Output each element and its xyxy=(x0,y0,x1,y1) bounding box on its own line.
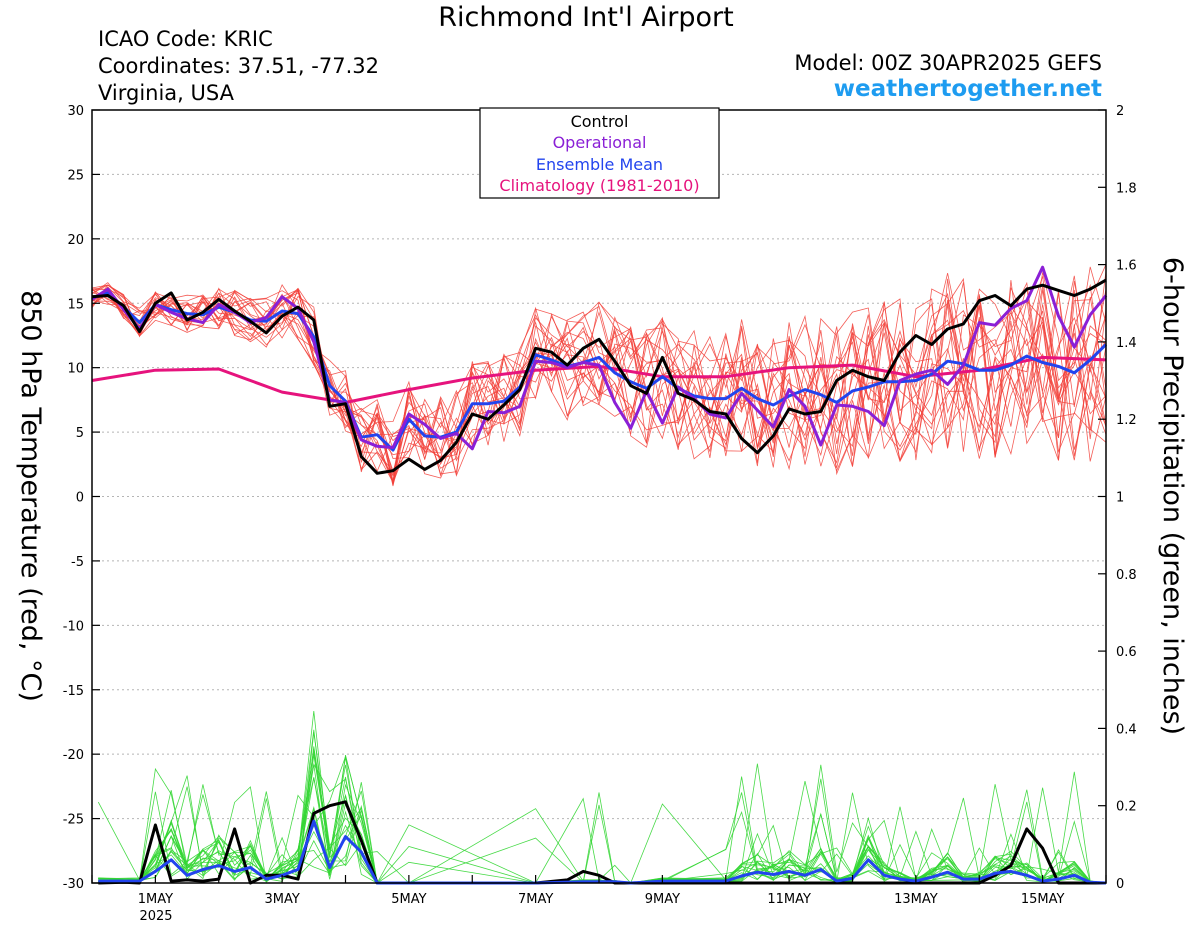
right-tick-label: 1.8 xyxy=(1116,181,1137,196)
legend-entry-climatology: Climatology (1981-2010) xyxy=(499,176,699,195)
x-tick-label: 9MAY xyxy=(645,892,680,907)
member-precip-line xyxy=(98,732,1107,884)
left-axis-ticks: 30 25 20 15 10 5 0 -5 -10 -15 -20 -25 -30 xyxy=(63,104,100,892)
right-tick-label: 0.6 xyxy=(1116,645,1137,660)
x-axis-ticks: 1MAY 3MAY 5MAY 7MAY 9MAY 11MAY 13MAY 15MAY xyxy=(91,875,1107,907)
left-tick-label: 0 xyxy=(76,491,84,506)
left-tick-label: -5 xyxy=(71,555,84,570)
legend-box xyxy=(479,107,720,199)
x-axis-year: 2025 xyxy=(139,909,172,924)
website-link[interactable]: weathertogether.net xyxy=(833,76,1102,102)
x-tick-label: 1MAY xyxy=(138,892,173,907)
x-tick-label: 5MAY xyxy=(391,892,426,907)
left-tick-label: 25 xyxy=(67,168,84,183)
left-tick-label: -25 xyxy=(63,813,84,828)
member-temperature-line xyxy=(91,285,1107,473)
left-tick-label: -15 xyxy=(63,684,84,699)
x-tick-label: 11MAY xyxy=(767,892,811,907)
member-precip-line xyxy=(98,729,1107,884)
left-tick-label: 30 xyxy=(67,104,84,119)
member-precip-line xyxy=(98,764,1107,885)
left-tick-label: -10 xyxy=(63,619,84,634)
right-tick-label: 0 xyxy=(1116,877,1124,892)
left-tick-label: 5 xyxy=(76,426,84,441)
right-tick-label: 1.2 xyxy=(1116,413,1137,428)
right-tick-label: 0.8 xyxy=(1116,568,1137,583)
grid xyxy=(92,173,1106,820)
icao-code: ICAO Code: KRIC xyxy=(98,27,273,51)
right-tick-label: 1 xyxy=(1116,491,1124,506)
model-run: Model: 00Z 30APR2025 GEFS xyxy=(794,51,1102,75)
left-tick-label: 20 xyxy=(67,233,84,248)
x-tick-label: 7MAY xyxy=(518,892,553,907)
x-tick-label: 15MAY xyxy=(1021,892,1065,907)
legend-entry-ensemble-mean: Ensemble Mean xyxy=(536,155,663,174)
legend: Control Operational Ensemble Mean Climat… xyxy=(479,107,720,199)
x-tick-label: 13MAY xyxy=(894,892,938,907)
right-axis-ticks: 2 1.8 1.6 1.4 1.2 1 0.8 0.6 0.4 0.2 0 xyxy=(1098,104,1137,892)
left-tick-label: -30 xyxy=(63,877,84,892)
precip-line-control xyxy=(98,800,1106,885)
x-tick-label: 3MAY xyxy=(264,892,299,907)
location: Virginia, USA xyxy=(98,81,234,105)
right-tick-label: 1.4 xyxy=(1116,336,1137,351)
left-axis-label: 850 hPa Temperature (red, °C) xyxy=(15,290,46,702)
coordinates: Coordinates: 37.51, -77.32 xyxy=(98,54,379,78)
left-tick-label: 10 xyxy=(67,362,84,377)
left-tick-label: 15 xyxy=(67,297,84,312)
right-tick-label: 0.2 xyxy=(1116,800,1137,815)
chart-title: Richmond Int'l Airport xyxy=(438,2,734,33)
member-precip-line xyxy=(98,746,1107,884)
temp-line-ensemble-mean xyxy=(91,291,1108,452)
legend-entry-control: Control xyxy=(571,112,629,131)
left-tick-label: -20 xyxy=(63,748,84,763)
member-temperature-line xyxy=(91,275,1107,472)
member-temperature-line xyxy=(91,284,1107,484)
temp-line-control xyxy=(91,278,1107,475)
right-axis-label: 6-hour Precipitation (green, inches) xyxy=(1157,257,1188,735)
right-tick-label: 0.4 xyxy=(1116,722,1137,737)
legend-entry-operational: Operational xyxy=(553,133,647,152)
member-temperature-line xyxy=(91,277,1107,479)
temp-line-operational xyxy=(91,265,1108,451)
right-tick-label: 1.6 xyxy=(1116,259,1137,274)
right-tick-label: 2 xyxy=(1116,104,1124,119)
